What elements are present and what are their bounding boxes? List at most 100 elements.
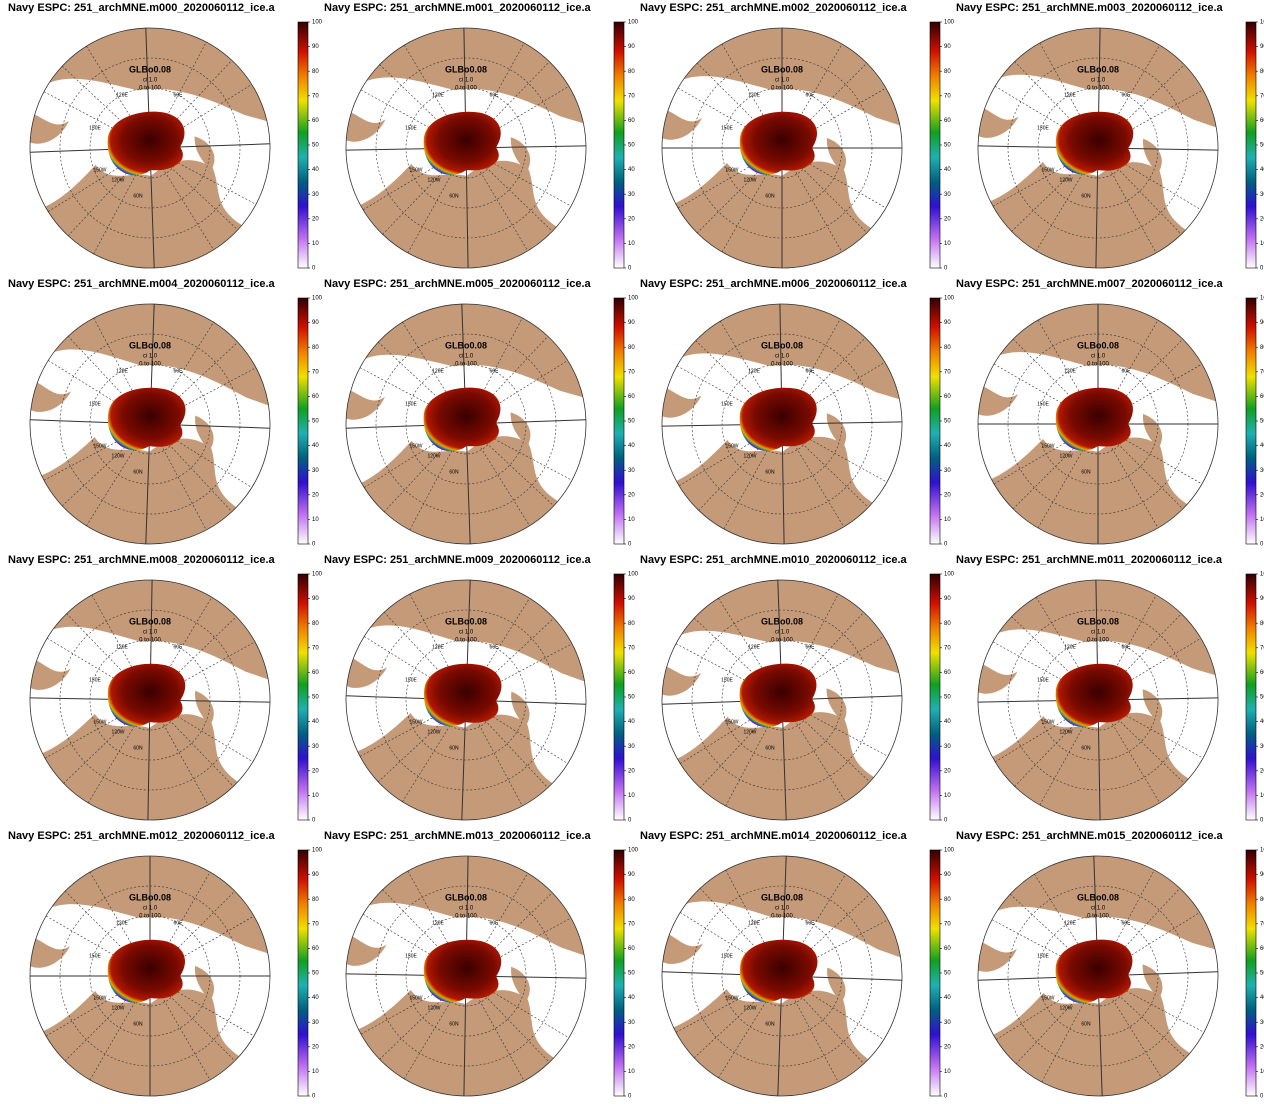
longitude-label: 60N xyxy=(765,469,775,475)
colorbar-tick-label: 60 xyxy=(628,118,635,124)
panel-title: Navy ESPC: 251_archMNE.m004_2020060112_i… xyxy=(8,278,276,290)
colorbar-tick-label: 30 xyxy=(312,468,319,474)
colorbar-tick-label: 20 xyxy=(1260,768,1264,774)
colorbar-tick-label: 0 xyxy=(312,542,316,548)
longitude-label: 60E xyxy=(174,644,184,650)
colorbar-tick-label: 100 xyxy=(628,296,639,302)
longitude-label: 150E xyxy=(89,677,101,683)
colorbar-tick-label: 70 xyxy=(1260,93,1264,99)
map-body xyxy=(976,26,1220,270)
longitude-label: 120E xyxy=(432,92,444,98)
colorbar-tick-label: 80 xyxy=(944,897,951,903)
map-region-label: GLBo0.08 xyxy=(1077,340,1119,350)
colorbar-tick-label: 30 xyxy=(628,1020,635,1026)
colorbar-tick-label: 0 xyxy=(944,542,948,548)
longitude-label: 60E xyxy=(490,920,500,926)
colorbar-tick-label: 0 xyxy=(312,1094,316,1100)
colorbar-tick-label: 60 xyxy=(1260,118,1264,124)
colorbar-tick-label: 90 xyxy=(1260,596,1264,602)
colorbar-tick-label: 30 xyxy=(1260,468,1264,474)
longitude-label: 150E xyxy=(1037,125,1049,131)
longitude-label: 120W xyxy=(743,1005,756,1011)
longitude-label: 120W xyxy=(111,1005,124,1011)
longitude-label: 150W xyxy=(725,167,738,173)
colorbar xyxy=(297,573,309,821)
colorbar-tick-label: 0 xyxy=(944,1094,948,1100)
colorbar-tick-label: 90 xyxy=(312,44,319,50)
map-region-label: GLBo0.08 xyxy=(761,64,803,74)
colorbar-tick-label: 90 xyxy=(944,44,951,50)
longitude-label: 60E xyxy=(1122,644,1132,650)
longitude-label: 60E xyxy=(1122,368,1132,374)
colorbar-tick-label: 100 xyxy=(944,296,955,302)
colorbar-tick-label: 80 xyxy=(1260,621,1264,627)
longitude-label: 60E xyxy=(174,920,184,926)
colorbar-tick-label: 90 xyxy=(628,320,635,326)
colorbar-tick-label: 40 xyxy=(1260,995,1264,1001)
longitude-label: 150E xyxy=(1037,401,1049,407)
longitude-label: 150W xyxy=(725,995,738,1001)
colorbar-tick-label: 100 xyxy=(312,572,323,578)
colorbar-tick-label: 30 xyxy=(312,744,319,750)
arctic-map xyxy=(976,578,1220,822)
colorbar-tick-label: 50 xyxy=(1260,695,1264,701)
colorbar-tick-label: 70 xyxy=(312,921,319,927)
longitude-label: 120E xyxy=(1064,92,1076,98)
longitude-label: 120E xyxy=(748,920,760,926)
map-interval-label: ci 1.0 xyxy=(775,354,790,360)
panel-title: Navy ESPC: 251_archMNE.m012_2020060112_i… xyxy=(8,830,276,842)
map-body xyxy=(660,302,904,546)
longitude-label: 120E xyxy=(748,644,760,650)
colorbar-tick-label: 70 xyxy=(312,645,319,651)
colorbar-tick-label: 20 xyxy=(628,768,635,774)
colorbar-tick-label: 90 xyxy=(1260,320,1264,326)
map-interval-label: ci 1.0 xyxy=(459,630,474,636)
longitude-label: 150E xyxy=(89,401,101,407)
map-panel: Navy ESPC: 251_archMNE.m002_2020060112_i… xyxy=(640,2,955,272)
longitude-label: 150W xyxy=(93,719,106,725)
colorbar-tick-label: 20 xyxy=(312,492,319,498)
longitude-label: 60N xyxy=(1081,1021,1091,1027)
longitude-label: 120W xyxy=(427,453,440,459)
colorbar-tick-label: 0 xyxy=(628,542,632,548)
colorbar xyxy=(929,573,941,821)
longitude-label: 60E xyxy=(1122,92,1132,98)
longitude-label: 60E xyxy=(806,920,816,926)
longitude-label: 120E xyxy=(116,644,128,650)
longitude-label: 60N xyxy=(133,1021,143,1027)
colorbar xyxy=(929,849,941,1097)
longitude-label: 60N xyxy=(765,745,775,751)
map-region-label: GLBo0.08 xyxy=(761,340,803,350)
longitude-label: 150E xyxy=(1037,953,1049,959)
longitude-label: 120W xyxy=(1059,177,1072,183)
longitude-label: 60E xyxy=(490,368,500,374)
map-interval-label: ci 1.0 xyxy=(1091,78,1106,84)
colorbar-tick-label: 100 xyxy=(312,848,323,854)
colorbar-tick-label: 90 xyxy=(944,596,951,602)
longitude-label: 150E xyxy=(721,953,733,959)
colorbar-tick-label: 20 xyxy=(1260,1044,1264,1050)
colorbar-tick-label: 30 xyxy=(628,468,635,474)
map-panel: Navy ESPC: 251_archMNE.m015_2020060112_i… xyxy=(956,830,1264,1100)
colorbar-tick-label: 80 xyxy=(1260,345,1264,351)
longitude-label: 150E xyxy=(405,953,417,959)
colorbar-tick-label: 10 xyxy=(944,517,951,523)
longitude-label: 120E xyxy=(1064,368,1076,374)
arctic-map xyxy=(976,26,1220,270)
colorbar-tick-label: 50 xyxy=(1260,971,1264,977)
colorbar-tick-label: 90 xyxy=(944,872,951,878)
longitude-label: 150W xyxy=(93,443,106,449)
arctic-map xyxy=(342,300,590,548)
colorbar-tick-label: 0 xyxy=(312,266,316,272)
colorbar-tick-label: 40 xyxy=(944,995,951,1001)
colorbar-tick-label: 60 xyxy=(944,946,951,952)
colorbar-tick-label: 30 xyxy=(628,192,635,198)
colorbar-tick-label: 100 xyxy=(944,848,955,854)
colorbar-tick-label: 30 xyxy=(628,744,635,750)
longitude-label: 60N xyxy=(1081,469,1091,475)
map-panel: Navy ESPC: 251_archMNE.m012_2020060112_i… xyxy=(8,830,323,1100)
colorbar-tick-label: 80 xyxy=(312,897,319,903)
colorbar-tick-label: 20 xyxy=(944,216,951,222)
colorbar-tick-label: 10 xyxy=(628,517,635,523)
map-region-label: GLBo0.08 xyxy=(129,64,171,74)
